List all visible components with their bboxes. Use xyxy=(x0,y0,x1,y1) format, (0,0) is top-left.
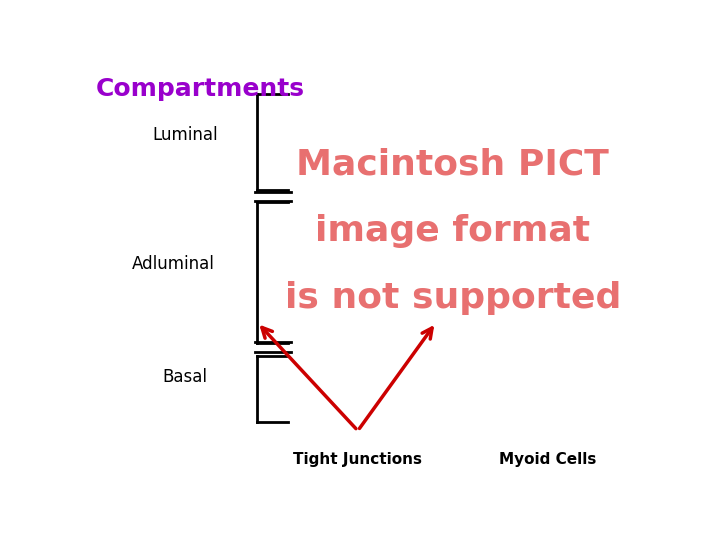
Text: image format: image format xyxy=(315,214,590,248)
Text: Adluminal: Adluminal xyxy=(132,255,215,273)
Text: Myoid Cells: Myoid Cells xyxy=(499,453,596,467)
Text: Luminal: Luminal xyxy=(152,126,217,145)
Text: Tight Junctions: Tight Junctions xyxy=(293,453,423,467)
Text: Compartments: Compartments xyxy=(96,77,305,102)
Text: is not supported: is not supported xyxy=(284,281,621,315)
Text: Macintosh PICT: Macintosh PICT xyxy=(296,147,609,181)
Text: Basal: Basal xyxy=(163,368,207,386)
